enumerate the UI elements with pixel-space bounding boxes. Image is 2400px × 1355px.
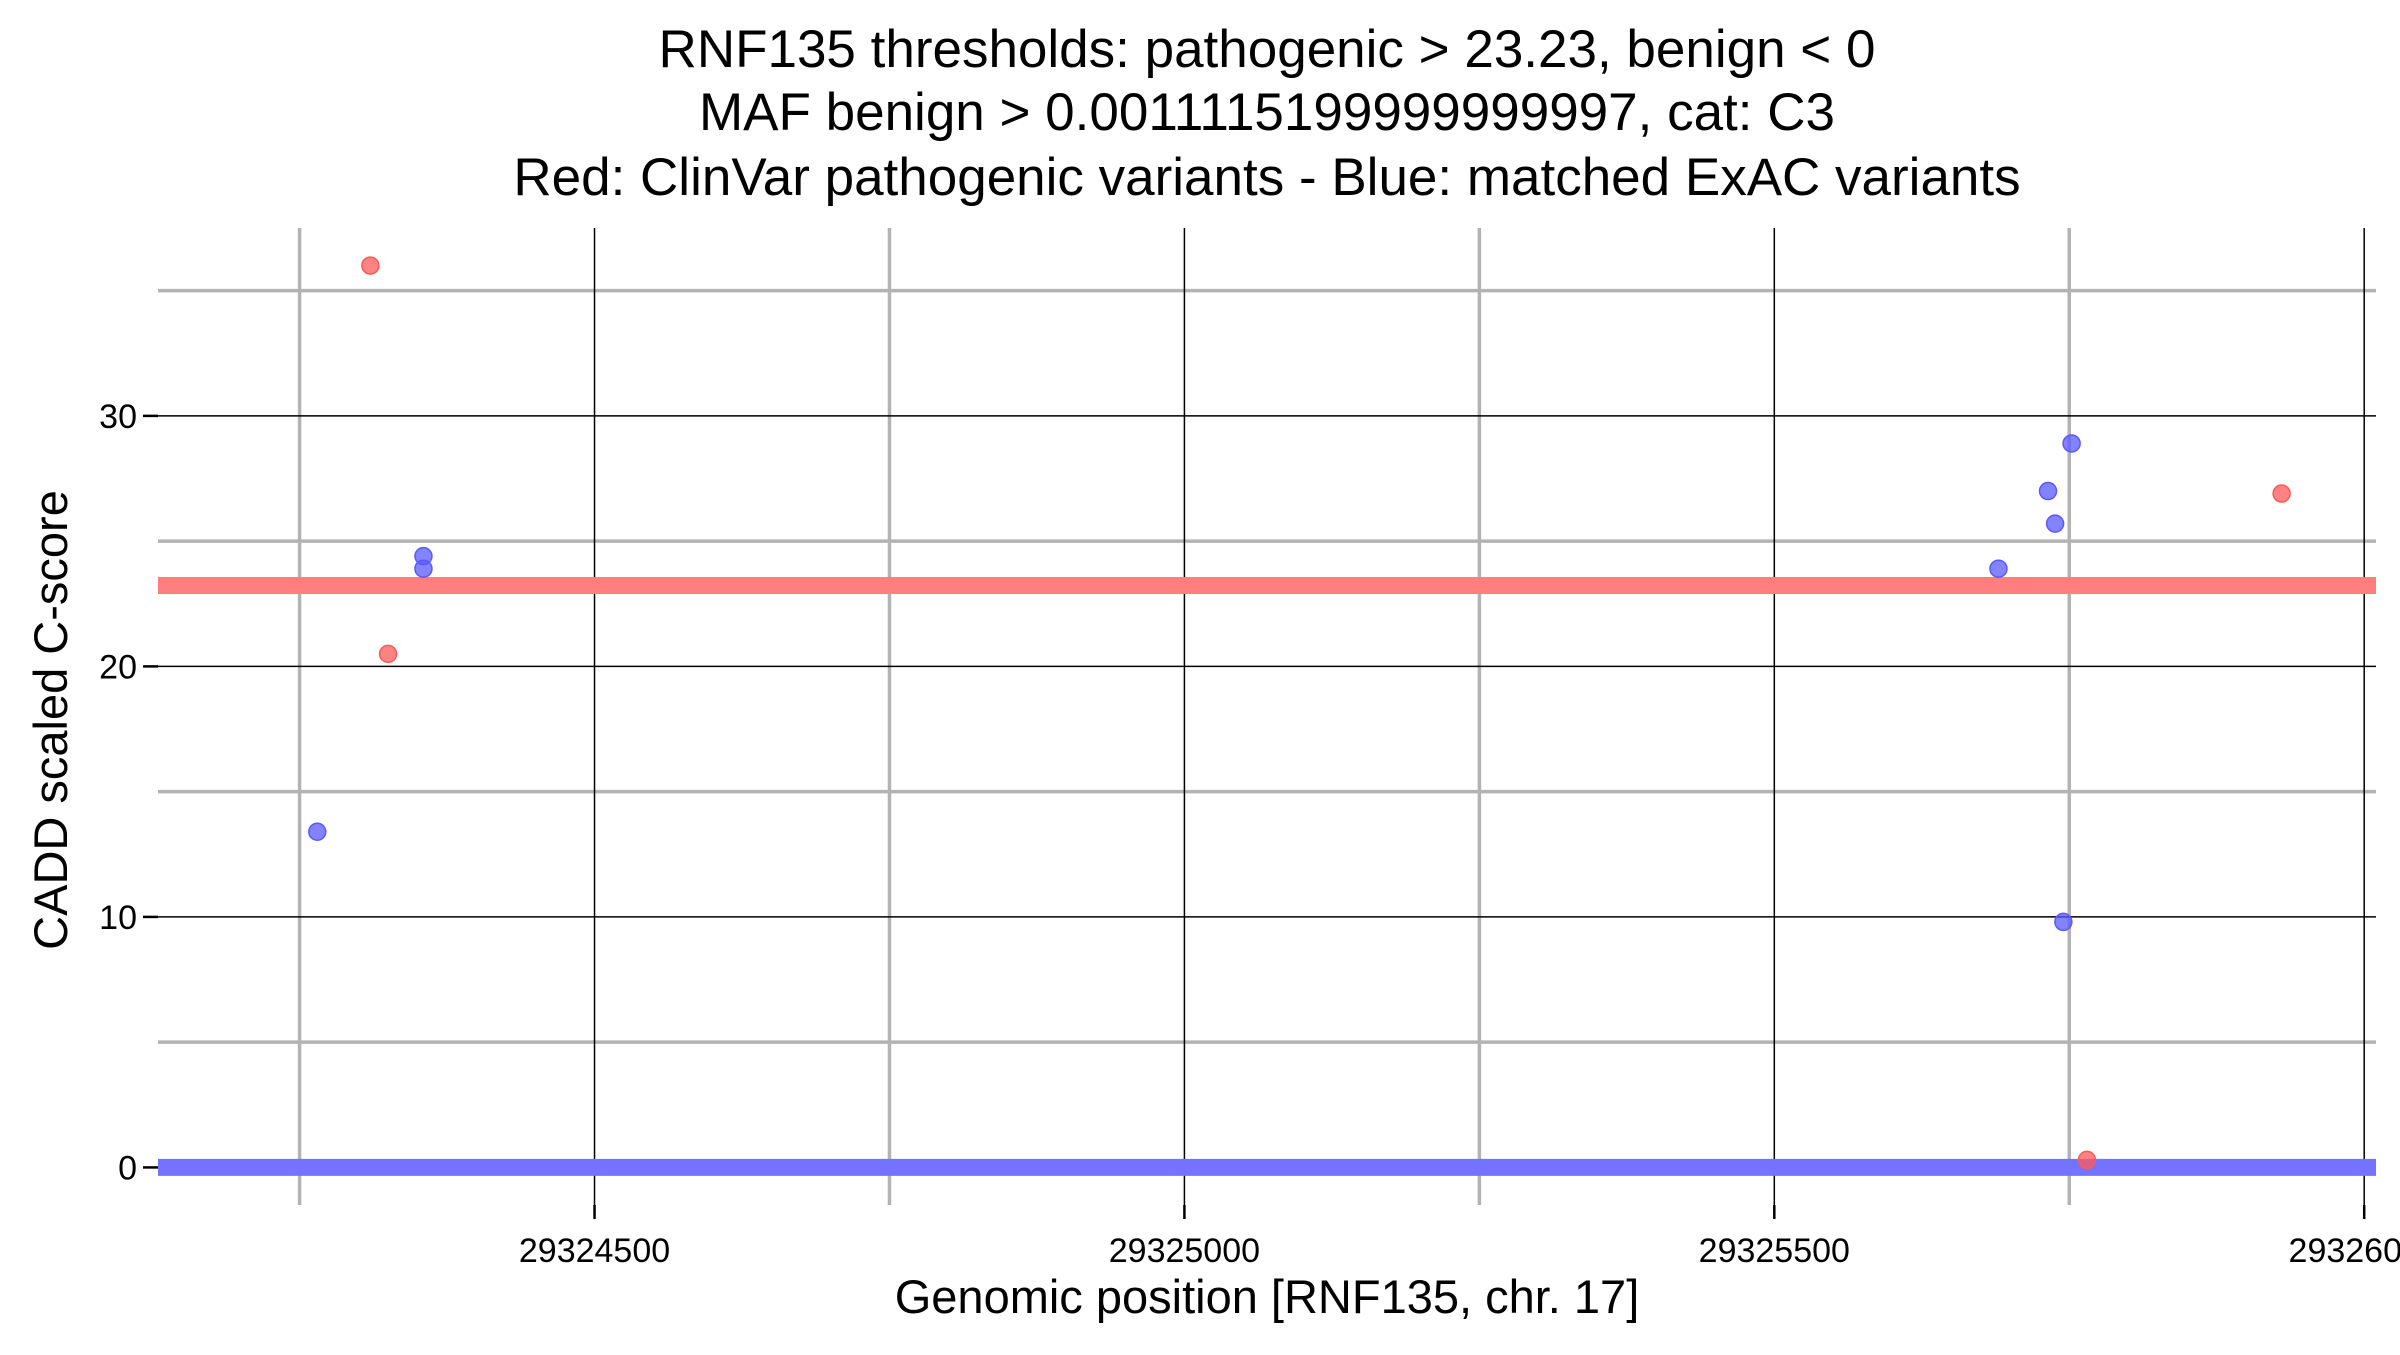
x-tick-label: 29325000 xyxy=(1109,1232,1260,1270)
data-point xyxy=(2272,484,2291,503)
x-tick-label: 29326000 xyxy=(2289,1232,2400,1270)
title-line-1: RNF135 thresholds: pathogenic > 23.23, b… xyxy=(659,20,1876,79)
y-axis-title: CADD scaled C-score xyxy=(24,490,77,950)
y-tick-label: 30 xyxy=(99,398,137,436)
y-tick-label: 20 xyxy=(99,648,137,686)
data-point xyxy=(414,559,433,578)
x-axis-title: Genomic position [RNF135, chr. 17] xyxy=(895,1270,1640,1323)
points-layer xyxy=(308,256,2291,1170)
x-tick-label: 29324500 xyxy=(519,1232,670,1270)
data-point xyxy=(2054,912,2073,932)
data-point xyxy=(1989,559,2008,578)
chart-title: RNF135 thresholds: pathogenic > 23.23, b… xyxy=(513,20,2020,207)
axes-layer: 0 10 20 30 29324500 29325000 29325500 29326000 xyxy=(99,398,2400,1270)
data-point xyxy=(378,644,398,664)
data-point xyxy=(361,256,380,275)
data-point xyxy=(2077,1150,2097,1170)
data-point xyxy=(2045,514,2065,533)
data-point xyxy=(2038,481,2058,501)
grid-layer xyxy=(158,228,2376,1205)
data-point xyxy=(308,822,327,841)
y-tick-label: 10 xyxy=(99,899,137,937)
data-point xyxy=(2062,434,2081,453)
y-tick-label: 0 xyxy=(118,1149,137,1187)
threshold-layer xyxy=(158,576,2376,1176)
title-line-2: MAF benign > 0.0011115199999999997, cat:… xyxy=(699,83,1835,142)
title-line-3: Red: ClinVar pathogenic variants - Blue:… xyxy=(513,148,2020,207)
x-tick-label: 29325500 xyxy=(1699,1232,1850,1270)
